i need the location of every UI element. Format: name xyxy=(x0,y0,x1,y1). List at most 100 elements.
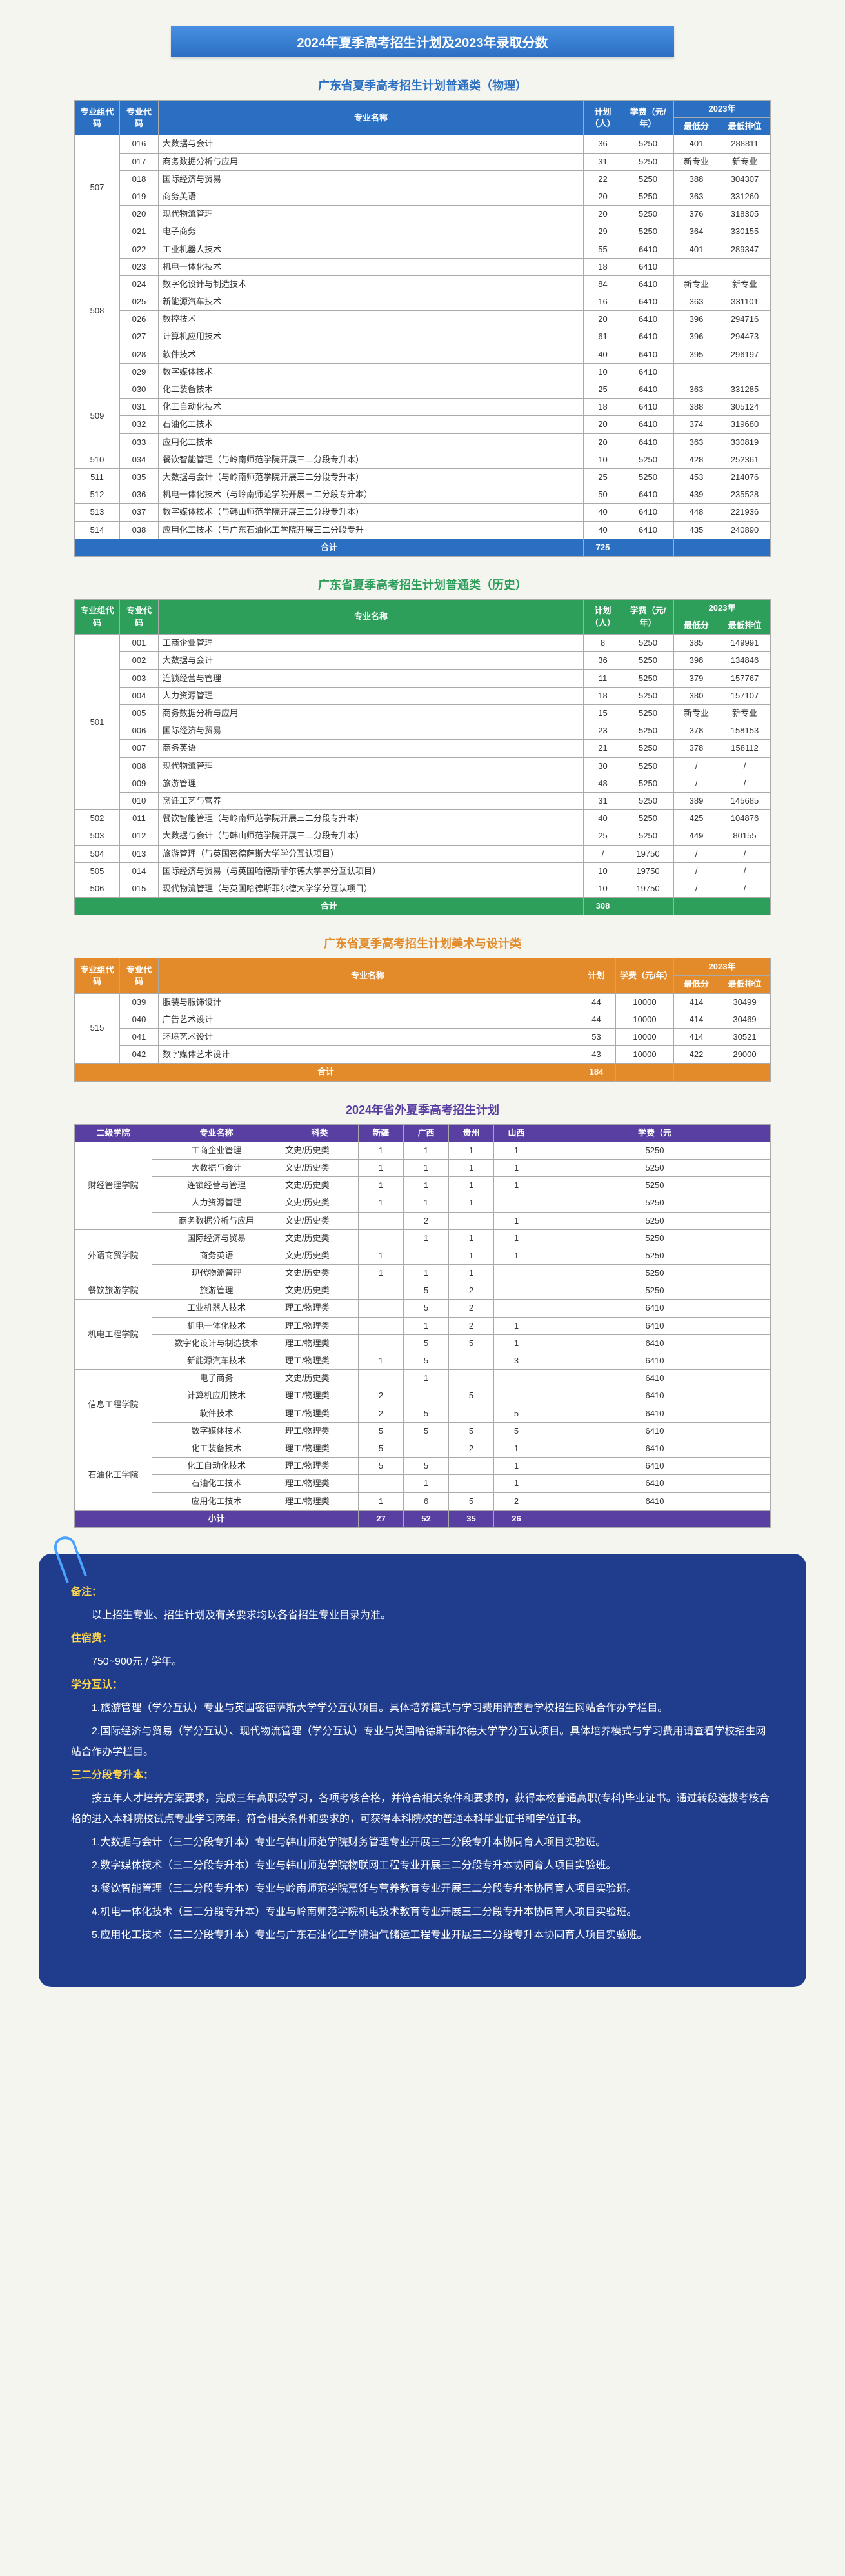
table-cell: 157767 xyxy=(719,669,771,687)
notes-xfhr-label: 学分互认： xyxy=(71,1675,774,1696)
table-cell: 5250 xyxy=(622,669,674,687)
table-cell: 020 xyxy=(120,206,159,223)
table-cell: 014 xyxy=(120,862,159,880)
col-min-score: 最低分 xyxy=(674,976,719,993)
total-cell xyxy=(622,539,674,556)
table-cell: 001 xyxy=(120,635,159,652)
table-cell xyxy=(494,1387,539,1405)
table-row: 003连锁经营与管理115250379157767 xyxy=(75,669,771,687)
table-row: 020现代物流管理205250376318305 xyxy=(75,206,771,223)
art-section-title: 广东省夏季高考招生计划美术与设计类 xyxy=(39,935,806,951)
table-cell: 25 xyxy=(584,468,622,486)
table-cell: 038 xyxy=(120,521,159,539)
table-cell: 19750 xyxy=(622,845,674,862)
table-cell: 1 xyxy=(494,1334,539,1352)
total-label: 合计 xyxy=(75,539,584,556)
table-cell: 1 xyxy=(494,1475,539,1492)
table-row: 032石油化工技术206410374319680 xyxy=(75,416,771,433)
table-cell: / xyxy=(674,880,719,897)
table-cell: 商务英语 xyxy=(159,188,584,205)
table-cell: 理工/物理类 xyxy=(281,1317,359,1334)
table-cell: 化工自动化技术 xyxy=(152,1458,281,1475)
table-cell: 414 xyxy=(674,1029,719,1046)
table-cell: 5 xyxy=(404,1334,449,1352)
table-row: 510034餐饮智能管理（与岭南师范学院开展三二分段专升本）1052504282… xyxy=(75,451,771,468)
table-cell xyxy=(359,1212,404,1229)
table-cell: 1 xyxy=(494,1142,539,1159)
table-cell: 214076 xyxy=(719,468,771,486)
col-header: 专业名称 xyxy=(152,1124,281,1142)
table-cell: 5250 xyxy=(622,451,674,468)
table-cell: 6410 xyxy=(622,433,674,451)
table-cell: 512 xyxy=(75,486,120,504)
table-cell: 1 xyxy=(494,1247,539,1264)
table-cell: 003 xyxy=(120,669,159,687)
table-row: 商务英语文史/历史类1115250 xyxy=(75,1247,771,1264)
table-cell: 296197 xyxy=(719,346,771,363)
table-cell: 1 xyxy=(494,1212,539,1229)
table-cell: 5250 xyxy=(539,1142,771,1159)
table-cell: 041 xyxy=(120,1029,159,1046)
table-cell: 石油化工技术 xyxy=(152,1475,281,1492)
table-cell: 513 xyxy=(75,504,120,521)
table-cell: 037 xyxy=(120,504,159,521)
table-cell: 5250 xyxy=(622,206,674,223)
table-cell: 023 xyxy=(120,258,159,275)
table-cell: 305124 xyxy=(719,399,771,416)
table-cell: 工业机器人技术 xyxy=(159,241,584,258)
table-row: 504013旅游管理（与英国密德萨斯大学学分互认项目）/19750// xyxy=(75,845,771,862)
table-cell xyxy=(359,1317,404,1334)
table-cell: 信息工程学院 xyxy=(75,1370,152,1440)
table-cell: 数字化设计与制造技术 xyxy=(152,1334,281,1352)
table-cell: 414 xyxy=(674,993,719,1011)
table-cell: 40 xyxy=(584,504,622,521)
table-cell: 1 xyxy=(449,1229,494,1247)
table-cell: 252361 xyxy=(719,451,771,468)
table-cell: 18 xyxy=(584,399,622,416)
table-cell: 5 xyxy=(404,1300,449,1317)
table-cell: 378 xyxy=(674,740,719,757)
table-cell: 008 xyxy=(120,757,159,775)
col-min-rank: 最低排位 xyxy=(719,617,771,635)
table-cell: 401 xyxy=(674,241,719,258)
table-cell: 507 xyxy=(75,135,120,241)
table-cell: 化工装备技术 xyxy=(159,381,584,399)
table-cell: 398 xyxy=(674,652,719,669)
table-cell: 旅游管理 xyxy=(152,1282,281,1300)
table-cell: 石油化工技术 xyxy=(159,416,584,433)
table-cell: 501 xyxy=(75,635,120,810)
notes-zs-text: 750~900元 / 学年。 xyxy=(71,1652,774,1672)
table-cell: 61 xyxy=(584,328,622,346)
table-cell xyxy=(404,1387,449,1405)
table-cell: 29000 xyxy=(719,1046,771,1064)
table-cell: 计算机应用技术 xyxy=(152,1387,281,1405)
table-cell: 文史/历史类 xyxy=(281,1177,359,1194)
table-cell: 2 xyxy=(404,1212,449,1229)
table-cell: 5 xyxy=(404,1458,449,1475)
col-min-rank: 最低排位 xyxy=(719,118,771,135)
table-cell: / xyxy=(719,862,771,880)
table-cell: 计算机应用技术 xyxy=(159,328,584,346)
table-cell: 439 xyxy=(674,486,719,504)
table-cell: 6410 xyxy=(539,1387,771,1405)
table-cell: 5 xyxy=(359,1458,404,1475)
table-cell: 50 xyxy=(584,486,622,504)
table-cell: 理工/物理类 xyxy=(281,1300,359,1317)
notes-item: 2.国际经济与贸易（学分互认）、现代物流管理（学分互认）专业与英国哈德斯菲尔德大… xyxy=(71,1721,774,1763)
table-cell: 2 xyxy=(449,1440,494,1457)
table-cell: 43 xyxy=(577,1046,616,1064)
col-header: 山西 xyxy=(494,1124,539,1142)
table-cell: 5250 xyxy=(622,153,674,170)
table-cell: 44 xyxy=(577,1011,616,1028)
table-row: 餐饮旅游学院旅游管理文史/历史类525250 xyxy=(75,1282,771,1300)
table-cell: 388 xyxy=(674,399,719,416)
table-cell: 5250 xyxy=(539,1282,771,1300)
table-cell: 013 xyxy=(120,845,159,862)
table-cell: 36 xyxy=(584,652,622,669)
table-cell: 数字媒体艺术设计 xyxy=(159,1046,577,1064)
table-row: 008现代物流管理305250// xyxy=(75,757,771,775)
total-cell: 184 xyxy=(577,1064,616,1081)
table-cell: 5 xyxy=(449,1334,494,1352)
table-cell: 5250 xyxy=(622,740,674,757)
table-cell: 商务英语 xyxy=(152,1247,281,1264)
